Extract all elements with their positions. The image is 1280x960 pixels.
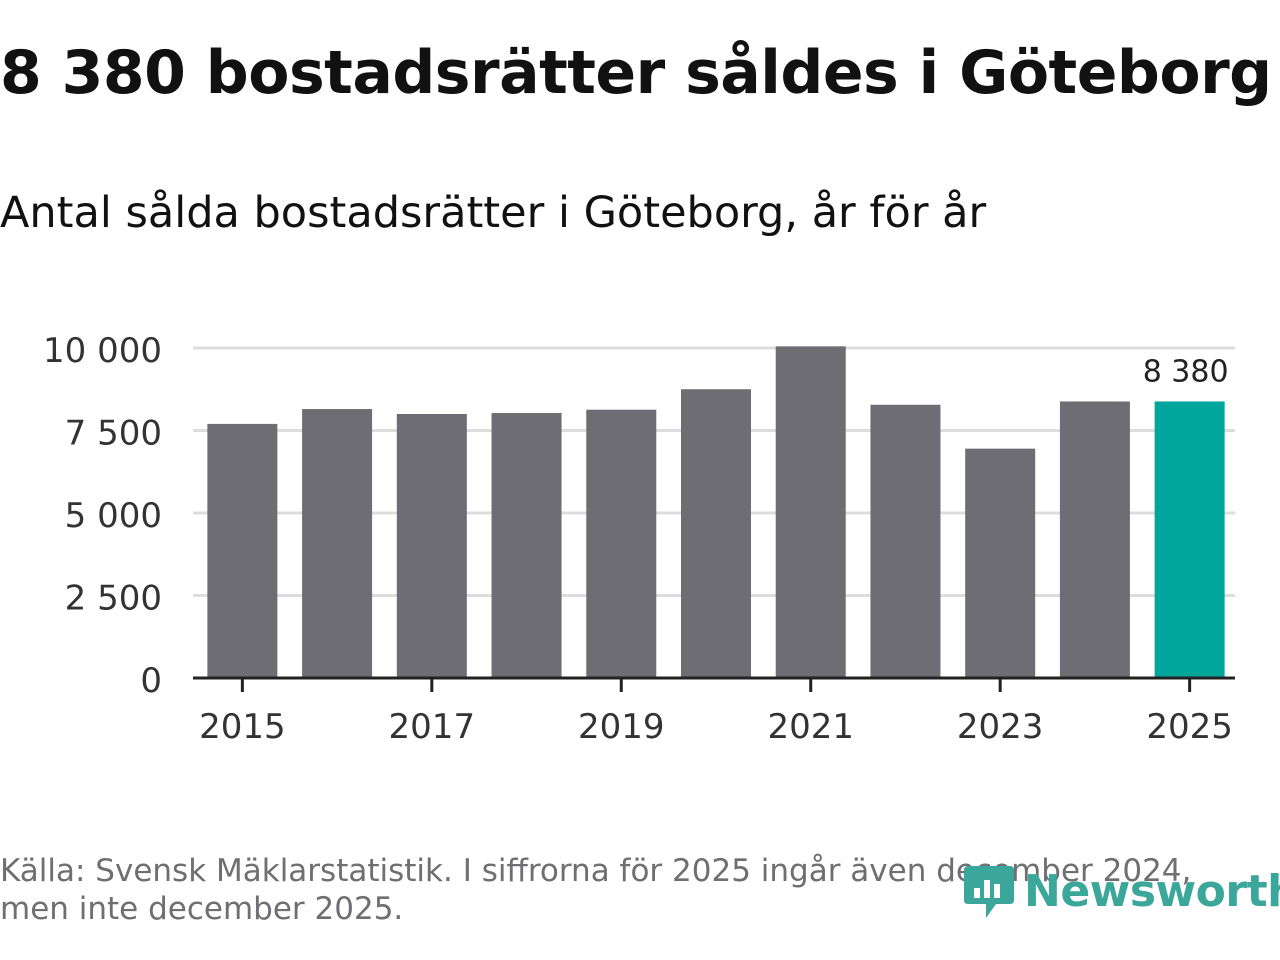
newsworthy-logo-icon: [964, 866, 1014, 918]
axes: [193, 676, 1235, 692]
bar-2023: [965, 448, 1036, 678]
bar-2018: [491, 413, 562, 678]
brand-logo: Newsworthy: [962, 860, 1280, 922]
bar-2015: [207, 423, 278, 678]
bar-2017: [396, 414, 467, 678]
y-tick-label: 7 500: [65, 414, 162, 454]
bar-2021: [775, 346, 846, 678]
bar-2019: [586, 409, 657, 678]
x-tick-label: 2025: [1146, 707, 1233, 747]
y-tick-label: 2 500: [65, 579, 162, 619]
bar-2022: [870, 404, 941, 678]
bar-2020: [681, 389, 751, 678]
x-tick-label: 2015: [199, 707, 286, 747]
chart-title: 8 380 bostadsrätter såldes i Göteborg: [0, 38, 1272, 108]
x-tick-label: 2023: [957, 707, 1044, 747]
bar-2016: [302, 409, 373, 678]
x-tick-label: 2021: [767, 707, 854, 747]
bars: [207, 346, 1225, 678]
x-tick-label: 2017: [389, 707, 476, 747]
y-tick-label: 5 000: [65, 496, 162, 536]
bar-2025: [1154, 401, 1225, 678]
highlight-data-label: 8 380: [1143, 354, 1229, 389]
y-tick-label: 0: [140, 661, 162, 701]
x-tick-label: 2019: [578, 707, 665, 747]
brand-name: Newsworthy: [1024, 865, 1280, 917]
bar-2024: [1059, 401, 1130, 678]
labels: 0 2 500 5 000 7 500 10 000 2015 2017 2019 2021 20…: [43, 331, 1233, 747]
chart-subtitle: Antal sålda bostadsrätter i Göteborg, år…: [0, 188, 987, 238]
bar-chart: 0 2 500 5 000 7 500 10 000 2015 2017 2019 2021 20…: [43, 331, 1235, 747]
y-tick-label: 10 000: [43, 331, 162, 371]
